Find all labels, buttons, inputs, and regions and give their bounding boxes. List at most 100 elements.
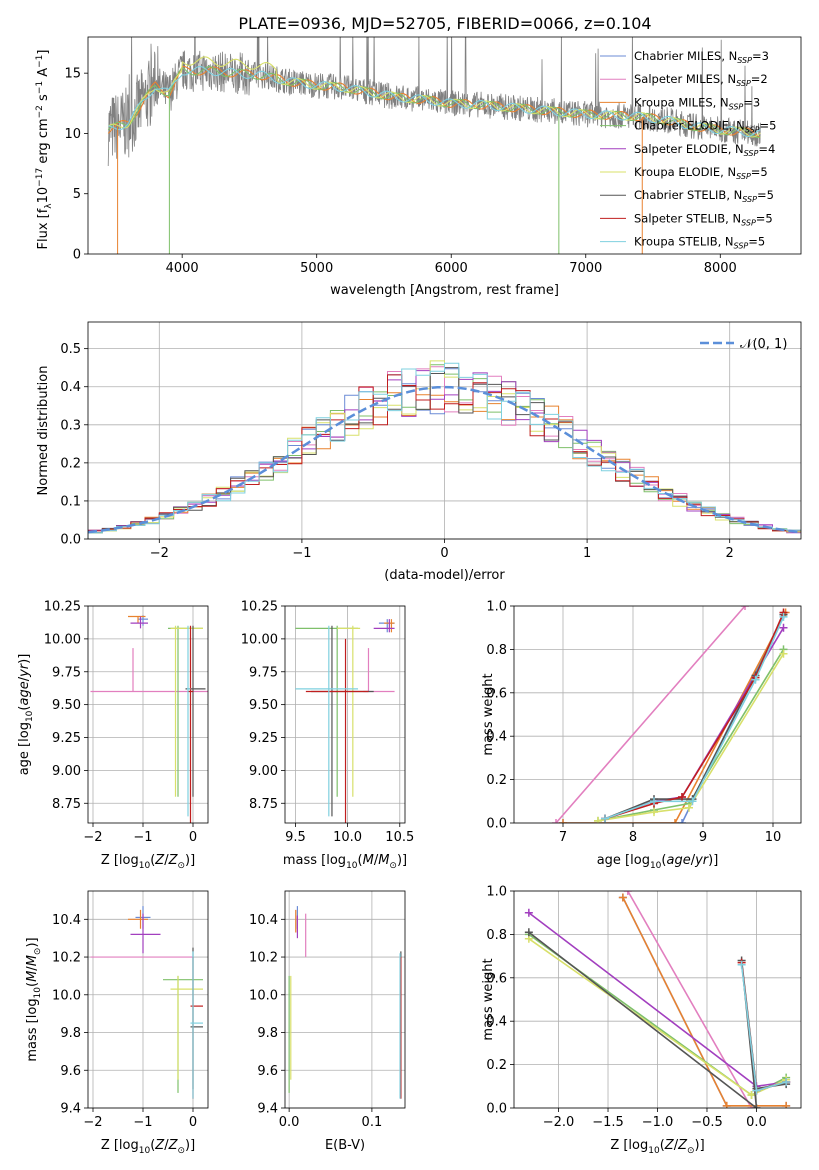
- x-tick-label: 8000: [704, 261, 737, 276]
- mass-weight-line: [622, 897, 787, 1107]
- x-tick-label: 6000: [435, 261, 468, 276]
- mass-weight-marker: [782, 1077, 791, 1086]
- mass-weight-marker: [618, 893, 627, 902]
- panel-age-vs-Z: −2 −1 0 8.75 9.00 9.25 9.50 9.75 10.00 10.25 Z [lo…: [17, 600, 209, 871]
- y-tick-label: 9.50: [249, 698, 278, 713]
- x-axis-label-part: (: [358, 853, 363, 868]
- legend-label: Kroupa ELODIE, NSSP=5: [634, 165, 768, 181]
- y-tick-label: 0.6: [486, 686, 507, 701]
- legend-label-part: SSP: [742, 195, 757, 204]
- plot-area: [107, 37, 761, 254]
- legend-label: Salpeter MILES, NSSP=2: [634, 72, 768, 88]
- plot-area: [90, 906, 203, 1099]
- legend-label-part: Salpeter ELODIE, N: [634, 142, 744, 156]
- legend-label-part: Chabrier ELODIE, N: [634, 119, 745, 133]
- x-axis-label-part: Z [log: [101, 853, 139, 868]
- x-axis-label-part: M: [378, 853, 389, 868]
- legend-label: Kroupa STELIB, NSSP=5: [634, 235, 765, 251]
- y-axis-label-part: 10: [36, 187, 51, 204]
- y-tick-label: 9.25: [52, 731, 81, 746]
- y-tick-label: 0.1: [60, 494, 81, 509]
- y-tick-label: 10.0: [249, 988, 278, 1003]
- plot-area: [552, 606, 790, 823]
- y-tick-label: 9.75: [52, 665, 81, 680]
- y-tick-label: 15: [64, 67, 81, 82]
- x-axis-label: wavelength [Angstrom, rest frame]: [330, 283, 559, 298]
- axes-frame: [87, 36, 802, 255]
- legend-label-part: =5: [748, 235, 765, 249]
- figure-title: PLATE=0936, MJD=52705, FIBERID=0066, z=0…: [238, 14, 651, 33]
- y-axis-label-part: M: [25, 971, 40, 982]
- y-axis-label: age [log10(age/yr)]: [17, 654, 35, 776]
- mass-weight-line: [597, 653, 785, 822]
- axes-frame: [87, 890, 209, 1109]
- mass-weight-marker: [737, 960, 746, 969]
- axes-frame: [284, 890, 406, 1109]
- x-axis-label-part: 10: [648, 1146, 660, 1156]
- x-tick-label: 1: [583, 546, 591, 561]
- mass-weight-marker: [524, 928, 533, 937]
- x-axis-label-part: M: [363, 853, 374, 868]
- plot-area: [90, 615, 208, 823]
- y-tick-label: 0.2: [60, 456, 81, 471]
- legend-label-part: =4: [758, 142, 775, 156]
- x-axis-label: Z [log10(Z/Z⊙)]: [610, 1138, 704, 1156]
- x-axis-label: mass [log10(M/M⊙)]: [283, 853, 407, 871]
- mass-weight-marker: [747, 1090, 756, 1099]
- y-axis-label-part: −1: [35, 55, 45, 68]
- x-axis-label: Z [log10(Z/Z⊙)]: [101, 1138, 195, 1156]
- mass-weight-marker: [685, 803, 693, 812]
- legend-label-part: Kroupa MILES, N: [634, 95, 729, 109]
- x-axis-label-part: Z: [168, 1138, 179, 1153]
- x-tick-label: 0.1: [362, 1115, 383, 1130]
- legend-label-part: =5: [756, 211, 773, 225]
- x-axis-label-part: Z: [677, 1138, 688, 1153]
- mass-weight-marker: [779, 612, 788, 621]
- x-axis-label-part: 10: [139, 861, 151, 871]
- panel-mass-vs-ebv: 0.0 0.1 9.4 9.6 9.8 10.0 10.2 10.4 E(B-V): [249, 890, 406, 1153]
- panel-mass-vs-Z: −2 −1 09.49.69.810.010.210.4Z [log10(Z/Z⊙)…: [25, 890, 209, 1156]
- y-axis-label-part: A: [36, 68, 51, 81]
- mass-weight-marker: [779, 649, 788, 658]
- x-axis-label-part: ⊙: [177, 1146, 185, 1156]
- x-axis-label-part: age [log: [597, 853, 650, 868]
- x-axis-label-part: Z: [168, 853, 179, 868]
- x-axis-label: age [log10(age/yr)]: [597, 853, 719, 871]
- y-tick-label: 0.4: [486, 1015, 507, 1030]
- x-tick-label: 0.0: [279, 1115, 300, 1130]
- y-tick-label: 9.75: [249, 665, 278, 680]
- y-tick-label: 10: [64, 127, 81, 142]
- y-axis-label-part: age: [17, 681, 32, 705]
- x-axis-label-part: /: [164, 1138, 169, 1153]
- legend-label: Kroupa MILES, NSSP=3: [634, 95, 760, 111]
- mass-weight-marker: [559, 819, 567, 823]
- mass-weight-line: [563, 614, 785, 823]
- mass-weight-marker: [751, 675, 760, 684]
- x-axis-label-part: /: [164, 853, 169, 868]
- y-axis-label-part: )]: [17, 654, 32, 664]
- x-axis-label-part: Z: [154, 1138, 165, 1153]
- x-axis-label-part: Z [log: [610, 1138, 648, 1153]
- axes-frame: [513, 605, 802, 824]
- legend-label-part: SSP: [737, 56, 752, 65]
- y-axis-label-part: )]: [25, 937, 40, 947]
- mass-weight-marker: [650, 808, 658, 817]
- x-axis-label-part: Z: [664, 1138, 675, 1153]
- x-axis-label-part: 10: [346, 861, 358, 871]
- x-axis-label-part: (: [150, 853, 155, 868]
- x-tick-label: 0: [189, 1115, 197, 1130]
- mass-weight-marker: [782, 1101, 791, 1108]
- x-tick-label: 2: [726, 546, 734, 561]
- x-tick-label: −2: [83, 1115, 102, 1130]
- x-tick-label: 0.0: [746, 1115, 767, 1130]
- y-tick-label: 10.25: [44, 600, 81, 615]
- y-tick-label: 0.4: [486, 730, 507, 745]
- x-tick-label: −2: [150, 546, 169, 561]
- x-axis-label-part: E(B-V): [325, 1138, 365, 1153]
- x-axis-label-part: ⊙: [389, 861, 397, 871]
- y-axis-label-part: erg cm: [36, 118, 51, 167]
- y-axis-label-part: λ: [44, 203, 54, 209]
- axes-frame: [284, 605, 406, 824]
